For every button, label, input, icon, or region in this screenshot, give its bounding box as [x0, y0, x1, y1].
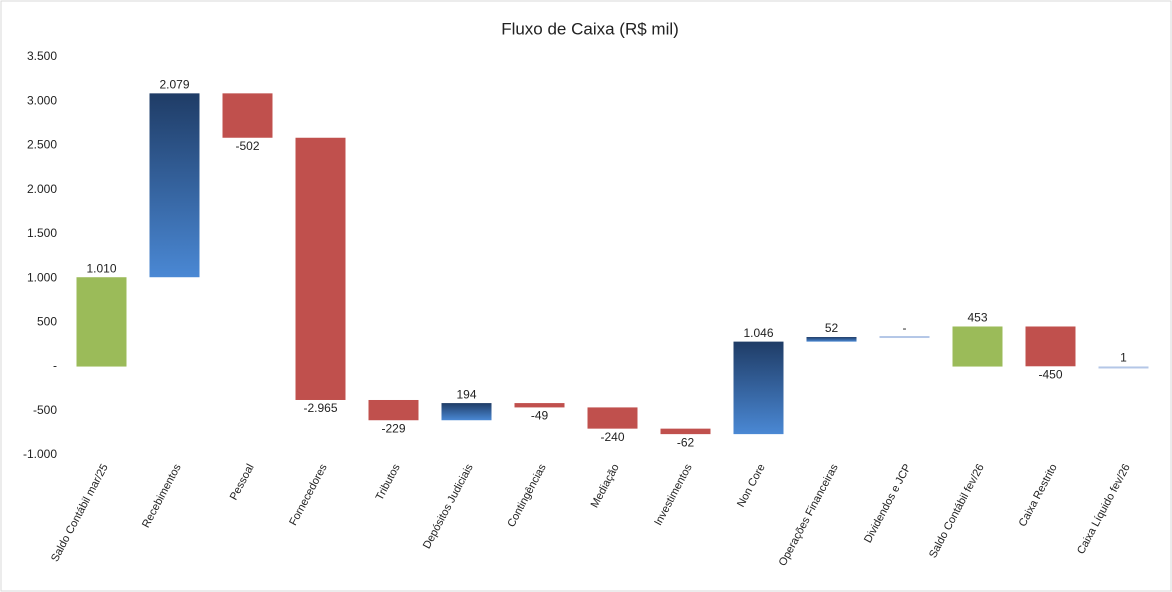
data-label: 194: [456, 387, 476, 401]
data-label: -229: [381, 421, 405, 435]
bar: [441, 403, 492, 421]
bar: [222, 93, 273, 138]
bar: [368, 399, 419, 421]
y-tick-label: 1.500: [27, 226, 57, 240]
bar: [1025, 326, 1076, 367]
y-tick-label: 1.000: [27, 270, 57, 284]
bar: [514, 403, 565, 408]
y-tick-label: -: [53, 359, 57, 373]
y-tick-label: 500: [37, 315, 57, 329]
data-label: 453: [967, 311, 987, 325]
data-label: -240: [600, 430, 624, 444]
data-label: 1.046: [743, 326, 773, 340]
bar: [76, 277, 127, 367]
data-label: -: [903, 321, 907, 335]
bar: [879, 336, 930, 339]
data-label: 1.010: [86, 261, 116, 275]
data-label: 1: [1120, 351, 1127, 365]
bar: [806, 337, 857, 342]
y-tick-label: -500: [33, 403, 57, 417]
y-tick-label: 3.000: [27, 93, 57, 107]
y-tick-label: 2.500: [27, 138, 57, 152]
y-tick-label: -1.000: [23, 447, 57, 461]
chart-title: Fluxo de Caixa (R$ mil): [501, 19, 679, 38]
bar: [149, 93, 200, 278]
bar: [295, 137, 346, 400]
bar: [587, 407, 638, 429]
bar: [1098, 366, 1149, 369]
bar: [733, 341, 784, 435]
y-tick-label: 3.500: [27, 49, 57, 63]
y-tick-label: 2.000: [27, 182, 57, 196]
data-label: -49: [531, 409, 549, 423]
data-label: -502: [235, 139, 259, 153]
data-label: -62: [677, 435, 695, 449]
data-label: -450: [1038, 367, 1062, 381]
data-label: -2.965: [303, 401, 337, 415]
data-label: 52: [825, 321, 839, 335]
bar: [952, 326, 1003, 367]
bar: [660, 428, 711, 435]
data-label: 2.079: [159, 78, 189, 92]
